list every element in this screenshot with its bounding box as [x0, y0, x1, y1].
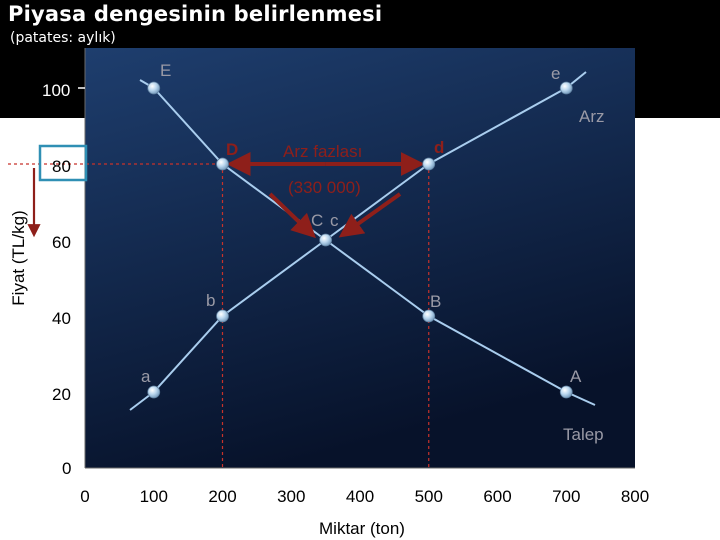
point-label-d: d [434, 138, 444, 157]
point-label-b: b [206, 291, 215, 310]
point-d [422, 157, 436, 171]
x-tick-label-500: 500 [415, 487, 443, 506]
point-label-e: e [551, 64, 560, 83]
surplus-label: Arz fazlası [283, 142, 362, 161]
y-tick-label-80: 80 [52, 157, 71, 176]
demand-series-label: Talep [563, 425, 604, 444]
axes: 0 20 40 60 80 100 0 100 200 300 400 500 600 700 800 Mik… [9, 48, 649, 538]
point-b [216, 309, 229, 323]
x-tick-label-400: 400 [346, 487, 374, 506]
x-tick-label-300: 300 [277, 487, 305, 506]
point-b [422, 309, 436, 323]
supply-series-label: Arz [579, 107, 605, 126]
plot-background [85, 48, 635, 468]
point-label-d: D [226, 140, 238, 159]
point-e [559, 81, 573, 95]
price-fall-arrow-left [268, 192, 316, 239]
surplus-value: (330 000) [288, 178, 361, 197]
y-tick-label-40: 40 [52, 309, 71, 328]
arrows [226, 152, 425, 239]
x-axis-title: Miktar (ton) [319, 519, 405, 538]
point-label-b: B [430, 292, 441, 311]
equilibrium-label: C c [311, 211, 340, 230]
y-tick-label-60: 60 [52, 233, 71, 252]
x-tick-label-600: 600 [483, 487, 511, 506]
slide-title: Piyasa dengesinin belirlenmesi [8, 2, 383, 26]
x-tick-label-700: 700 [552, 487, 580, 506]
point-d [216, 157, 229, 171]
point-c [319, 233, 333, 247]
y-tick-label-100: 100 [42, 81, 70, 100]
y-axis-title: Fiyat (TL/kg) [9, 210, 28, 305]
x-tick-label-100: 100 [140, 487, 168, 506]
point-a [147, 385, 161, 399]
point-a [559, 385, 573, 399]
slide-subtitle: (patates: aylık) [10, 30, 116, 46]
price-80-highlight-box [38, 144, 88, 182]
point-label-a: a [141, 367, 151, 386]
y-tick-label-0: 0 [62, 459, 71, 478]
x-tick-label-200: 200 [208, 487, 236, 506]
point-label-e: E [160, 61, 171, 80]
point-e [147, 81, 161, 95]
x-tick-label-0: 0 [80, 487, 89, 506]
y-tick-label-20: 20 [52, 385, 71, 404]
x-tick-label-800: 800 [621, 487, 649, 506]
points [147, 81, 573, 399]
point-label-a: A [570, 367, 582, 386]
price-fall-arrow-right [338, 192, 402, 238]
